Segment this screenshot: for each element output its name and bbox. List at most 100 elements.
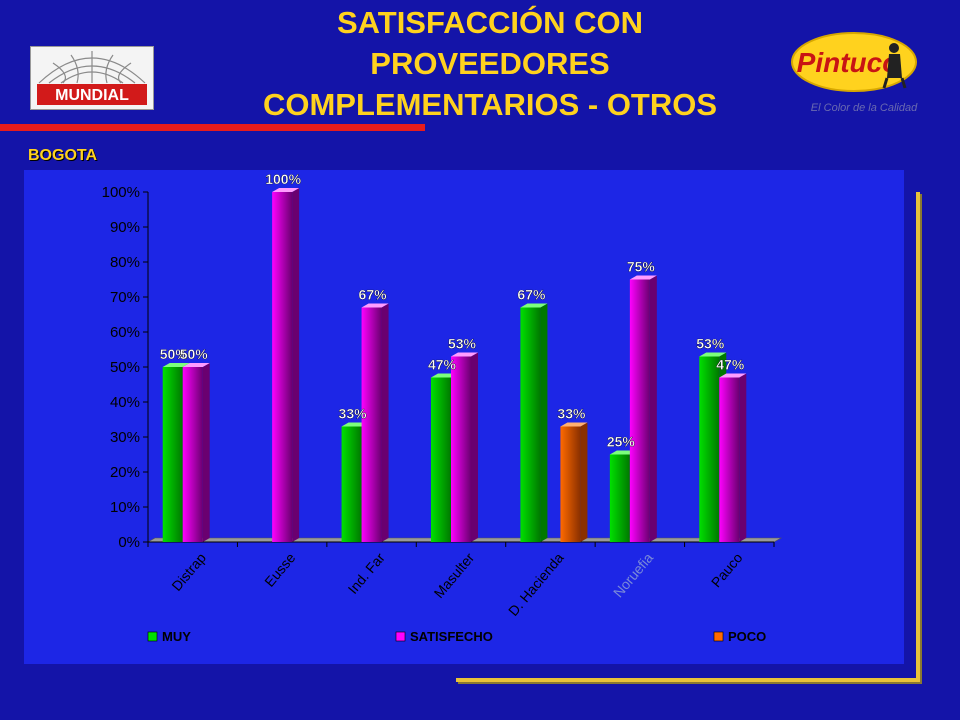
title-line-1: SATISFACCIÓN CON	[337, 5, 643, 40]
globe-icon: MUNDIAL	[37, 51, 147, 105]
title-line-3: COMPLEMENTARIOS - OTROS	[262, 87, 718, 122]
data-label: 53%	[448, 336, 477, 352]
legend-item: POCO	[713, 629, 766, 644]
data-label: 47%	[428, 357, 457, 373]
y-tick-label: 10%	[110, 499, 140, 516]
bar-side	[202, 363, 210, 542]
bar-top	[699, 352, 727, 357]
bar-top	[451, 352, 478, 357]
bar-front	[431, 377, 451, 542]
x-axis: Distrap Eusse Ind. Far Masulter D. Hacienda N…	[147, 541, 775, 619]
bar-front	[609, 454, 630, 542]
bar-front	[560, 426, 581, 542]
y-tick-label: 100%	[102, 184, 140, 201]
bar-top	[719, 373, 747, 378]
data-label: 50%	[160, 346, 189, 362]
bar-front	[272, 192, 293, 542]
x-category-label: Noruefia	[610, 549, 656, 600]
bar-chart: 0% 10% 20% 30% 40% 50% 60% 70% 80% 90% 100% Distra…	[102, 171, 783, 644]
bar	[560, 422, 588, 542]
y-tick-label: 60%	[110, 324, 140, 341]
pintuco-tagline: El Color de la Calidad	[811, 102, 918, 114]
region-label: BOGOTA	[28, 147, 98, 164]
bar-front	[341, 426, 362, 542]
bar-top	[361, 303, 389, 308]
legend-label: SATISFECHO	[410, 629, 493, 644]
frame-accent-horizontal	[456, 678, 920, 682]
y-axis: 0% 10% 20% 30% 40% 50% 60% 70% 80% 90% 100%	[102, 184, 149, 551]
y-tick-label: 50%	[110, 359, 140, 376]
y-tick-label: 0%	[118, 534, 140, 551]
legend-swatch	[147, 631, 158, 642]
y-tick-label: 30%	[110, 429, 140, 446]
legend-swatch	[713, 631, 724, 642]
y-tick-label: 20%	[110, 464, 140, 481]
legend: MUY SATISFECHO POCO	[147, 629, 766, 644]
mundial-logo-text: MUNDIAL	[55, 87, 129, 104]
bars	[162, 188, 747, 542]
bar-side	[381, 303, 389, 542]
legend-label: POCO	[728, 629, 766, 644]
pintuco-logo-text: Pintuco	[797, 47, 900, 78]
legend-swatch	[395, 631, 406, 642]
bar-front	[162, 367, 183, 542]
data-label: 25%	[607, 434, 636, 450]
bar-side	[580, 422, 588, 542]
data-label: 47%	[716, 357, 745, 373]
bar-top	[629, 275, 657, 280]
bar	[361, 303, 389, 542]
data-label: 100%	[265, 171, 301, 187]
mundial-logo: MUNDIAL	[30, 46, 154, 110]
data-label: 53%	[696, 336, 725, 352]
bar-side	[292, 188, 300, 542]
y-tick-label: 70%	[110, 289, 140, 306]
x-category-label: Eusse	[261, 549, 298, 589]
bar-front	[182, 367, 203, 542]
x-category-label: Masulter	[431, 549, 478, 601]
y-tick-label: 80%	[110, 254, 140, 271]
bar-front	[520, 307, 541, 542]
bar-top	[162, 363, 190, 367]
data-labels: 50% 33% 47% 67% 25% 53% 50% 100% 67% 53% 75% 47% 33%	[160, 171, 745, 450]
bar	[272, 188, 300, 542]
data-label: 67%	[517, 287, 546, 303]
bar-front	[719, 377, 740, 542]
bar-front	[361, 307, 382, 542]
bar	[451, 352, 478, 542]
bar-side	[471, 352, 478, 542]
legend-item: MUY	[147, 629, 191, 644]
x-category-label: Ind. Far	[345, 549, 388, 596]
red-divider	[0, 124, 425, 131]
bar-side	[739, 373, 747, 542]
bar-front	[451, 356, 471, 542]
bar-front	[629, 279, 650, 542]
y-tick-label: 40%	[110, 394, 140, 411]
pintuco-logo: Pintuco El Color de la Calidad	[790, 30, 940, 120]
bar-side	[540, 303, 548, 542]
data-label: 33%	[339, 406, 368, 422]
bar	[520, 303, 548, 542]
chart-panel: 0% 10% 20% 30% 40% 50% 60% 70% 80% 90% 100% Distra…	[24, 170, 904, 664]
bar	[182, 363, 210, 542]
legend-label: MUY	[162, 629, 191, 644]
data-label: 33%	[557, 406, 586, 422]
y-tick-label: 90%	[110, 219, 140, 236]
bar-front	[699, 356, 720, 542]
frame-accent-vertical	[916, 192, 920, 680]
x-category-label: D. Hacienda	[505, 549, 567, 618]
data-label: 75%	[627, 259, 656, 275]
bar-top	[560, 422, 588, 427]
bar-side	[649, 275, 657, 542]
bar	[719, 373, 747, 542]
page-title: SATISFACCIÓN CON PROVEEDORES COMPLEMENTA…	[190, 2, 790, 125]
bar	[629, 275, 657, 542]
legend-item: SATISFECHO	[395, 629, 493, 644]
painter-icon	[882, 43, 907, 89]
x-category-label: Pauco	[708, 549, 746, 590]
bar-top	[520, 303, 548, 308]
bar-top	[182, 363, 210, 367]
title-line-2: PROVEEDORES	[370, 46, 610, 81]
data-label: 67%	[359, 287, 388, 303]
data-label: 50%	[180, 346, 209, 362]
x-category-label: Distrap	[168, 549, 209, 593]
